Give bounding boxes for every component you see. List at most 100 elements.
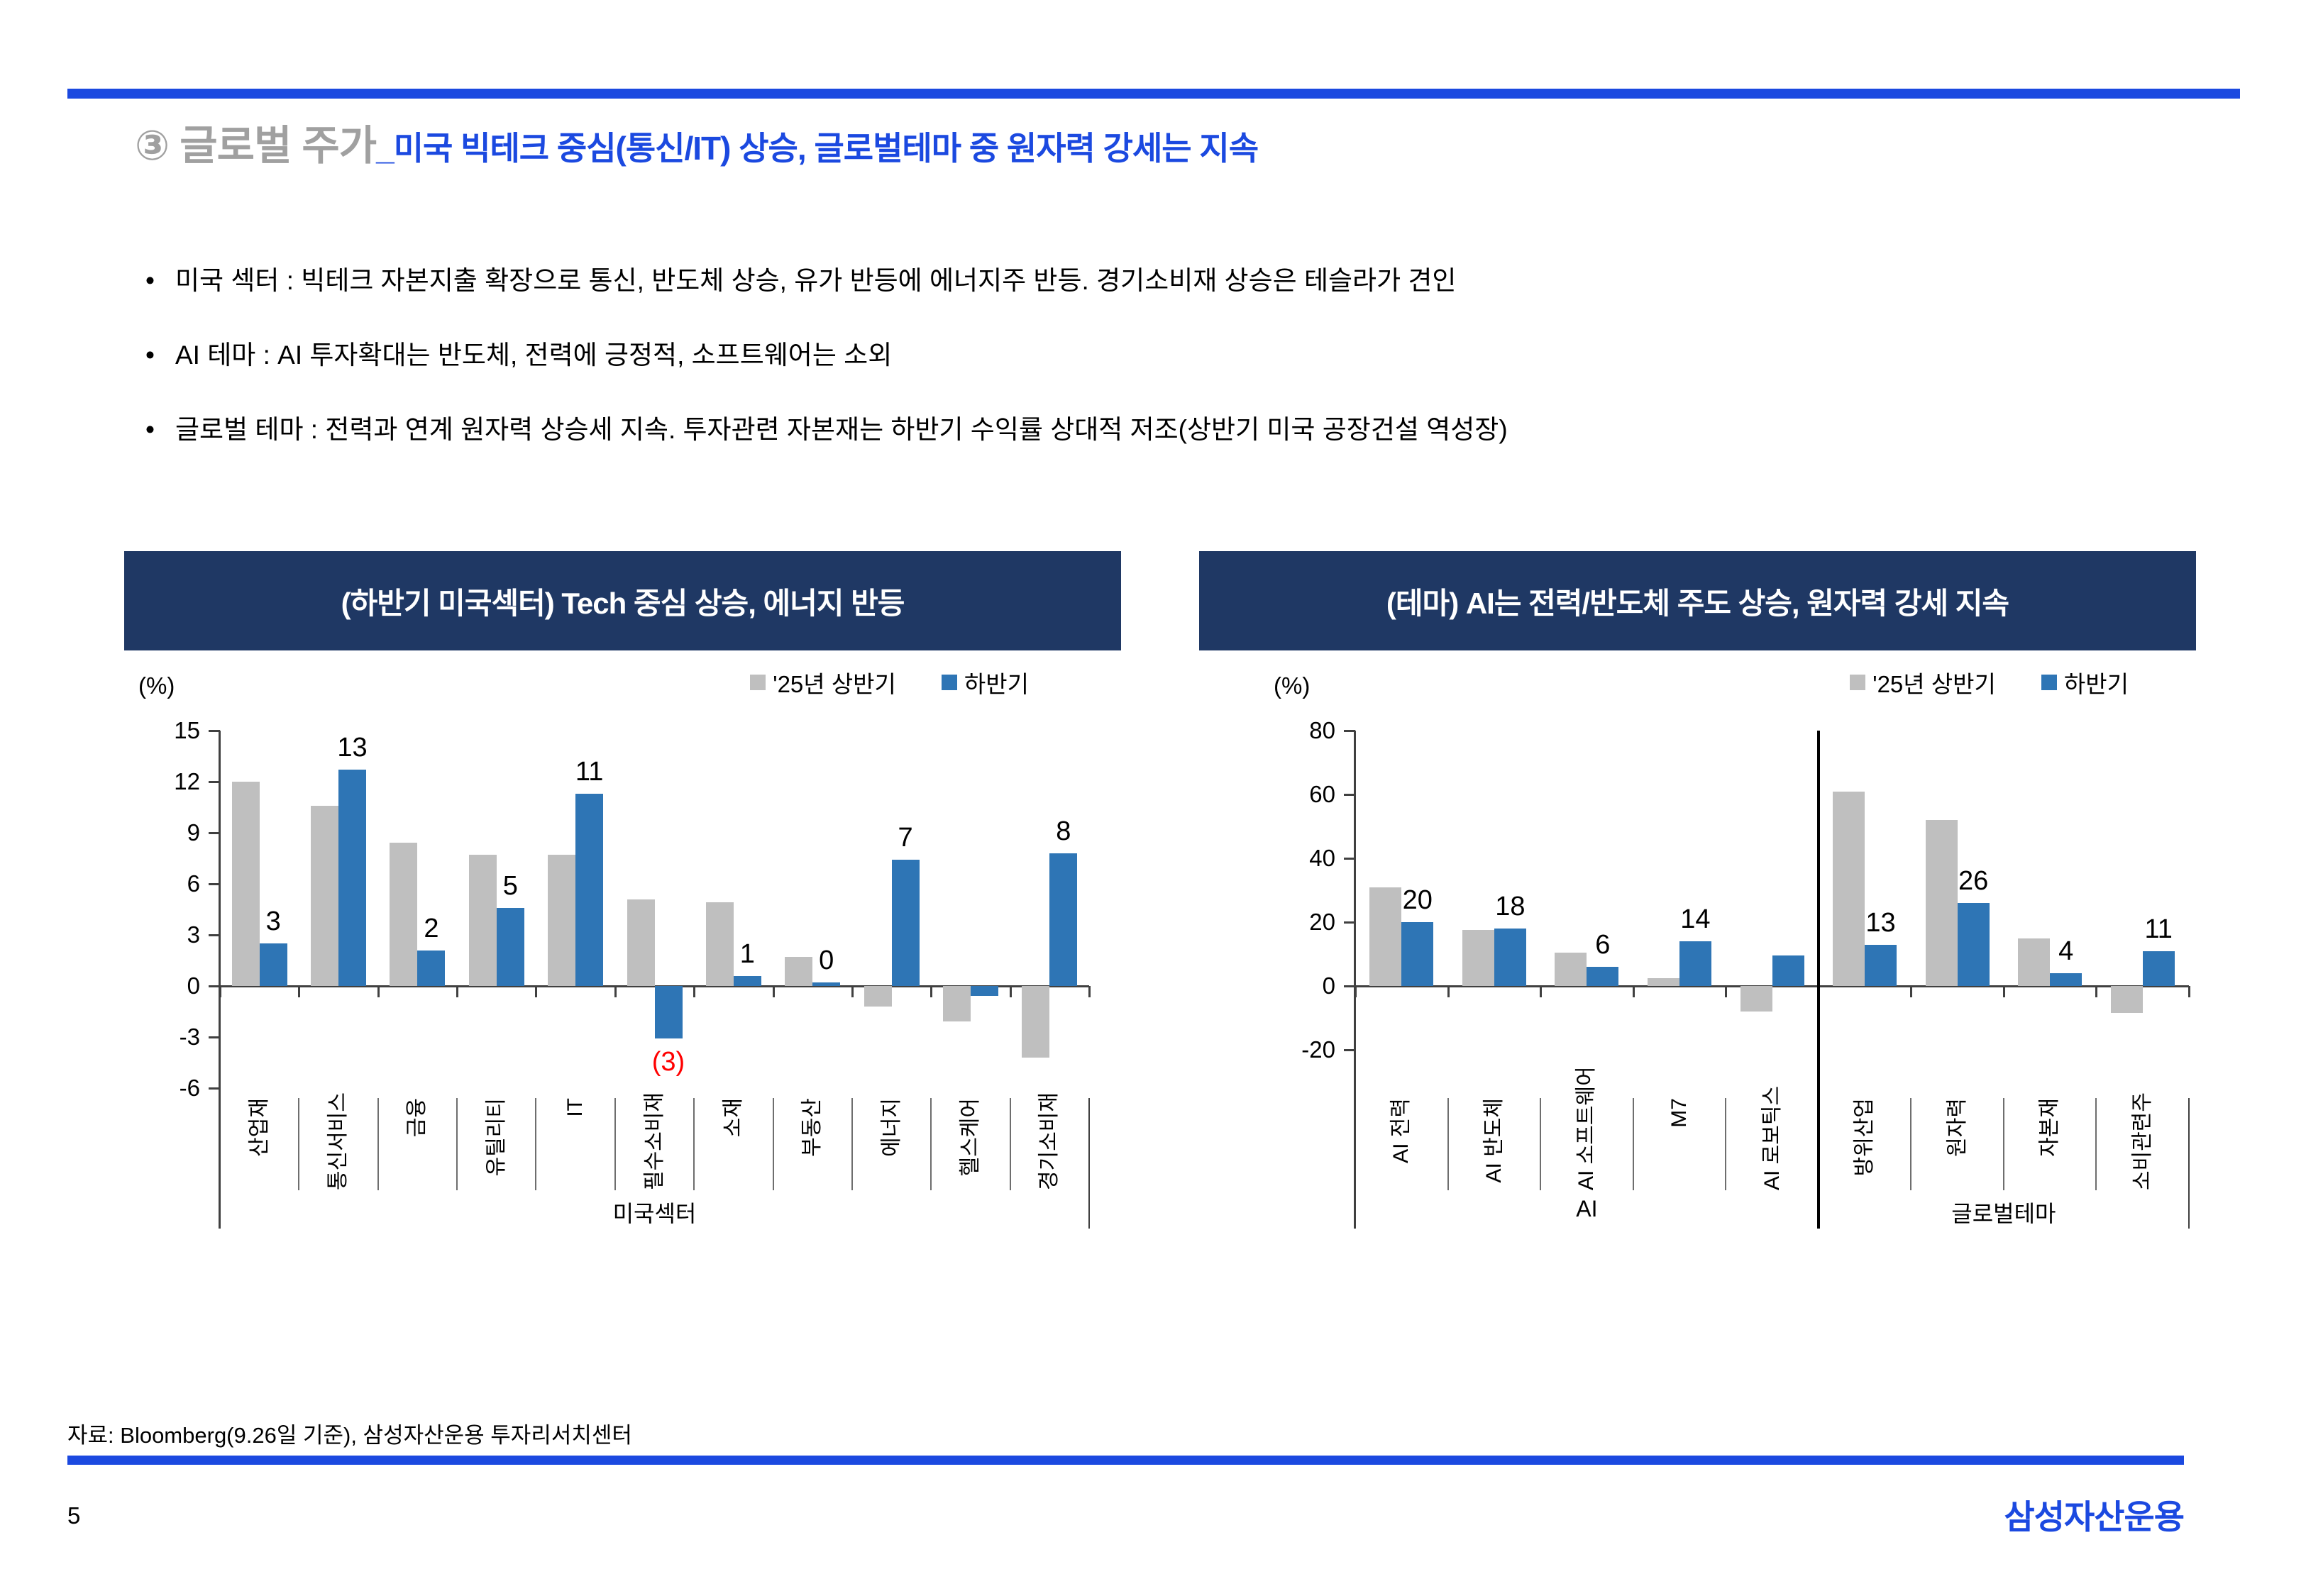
category-separator bbox=[1725, 1098, 1727, 1190]
category-label: IT bbox=[563, 1098, 587, 1117]
x-axis-line bbox=[1355, 985, 2189, 987]
y-axis-tick-label: 6 bbox=[187, 870, 200, 897]
y-axis-tick bbox=[1344, 985, 1355, 987]
bar-second-half bbox=[1587, 967, 1619, 986]
bar-first-half bbox=[785, 957, 813, 986]
category-separator bbox=[456, 1098, 458, 1190]
axis-table-edge bbox=[1088, 1098, 1090, 1229]
bar-data-label: 18 bbox=[1495, 892, 1526, 921]
bar-second-half bbox=[417, 950, 446, 986]
category-separator bbox=[1632, 1098, 1634, 1190]
bar-first-half bbox=[1022, 986, 1050, 1058]
group-divider-line bbox=[1816, 731, 1820, 1229]
bar-first-half bbox=[1833, 791, 1865, 986]
axis-table-edge bbox=[2188, 1098, 2190, 1229]
bar-data-label: 7 bbox=[898, 823, 913, 853]
bar-data-label: 0 bbox=[819, 946, 834, 976]
category-separator bbox=[1910, 1098, 1912, 1190]
bottom-rule bbox=[67, 1456, 2184, 1465]
legend-item: 하반기 bbox=[941, 665, 1029, 699]
y-axis-tick bbox=[1344, 858, 1355, 860]
y-axis-tick-label: 20 bbox=[1309, 909, 1335, 935]
legend-item: 하반기 bbox=[2041, 665, 2129, 699]
category-separator bbox=[2095, 1098, 2097, 1190]
bar-second-half bbox=[1772, 955, 1804, 986]
bar-first-half bbox=[864, 986, 892, 1007]
bar-first-half bbox=[390, 843, 418, 986]
category-label: 필수소비재 bbox=[642, 1092, 666, 1190]
legend-label: 하반기 bbox=[964, 671, 1029, 697]
category-label: 방위산업 bbox=[1853, 1098, 1877, 1177]
chart-header-us-sector: (하반기 미국섹터) Tech 중심 상승, 에너지 반등 bbox=[124, 551, 1121, 650]
y-axis-tick bbox=[1344, 730, 1355, 732]
bar-data-label: 11 bbox=[575, 756, 604, 787]
y-axis-tick bbox=[1344, 794, 1355, 796]
axis-group-label: 미국섹터 bbox=[612, 1201, 697, 1226]
page-title-main: _미국 빅테크 중심(통신/IT) 상승, 글로벌테마 중 원자력 강세는 지속 bbox=[376, 130, 1259, 167]
bar-data-label: 2 bbox=[424, 913, 439, 943]
bar-second-half bbox=[575, 793, 604, 986]
x-axis-boundary-tick bbox=[298, 986, 301, 997]
bar-second-half bbox=[654, 986, 683, 1039]
bar-second-half bbox=[2142, 951, 2175, 986]
y-axis-tick-label: 80 bbox=[1309, 717, 1335, 743]
axis-group-label: AI bbox=[1576, 1196, 1598, 1221]
x-axis-boundary-tick bbox=[614, 986, 617, 997]
legend-label: 하반기 bbox=[2063, 671, 2129, 697]
category-label: 소비관련주 bbox=[2130, 1092, 2154, 1190]
y-axis-tick-label: 3 bbox=[187, 921, 200, 948]
y-axis-line bbox=[219, 731, 221, 1229]
bar-first-half bbox=[942, 986, 971, 1022]
bar-second-half bbox=[733, 975, 761, 986]
y-axis-tick-label: 15 bbox=[174, 717, 200, 743]
bar-second-half bbox=[891, 860, 920, 986]
legend-swatch-icon bbox=[2041, 675, 2057, 690]
category-separator bbox=[535, 1098, 537, 1190]
y-axis-tick bbox=[209, 985, 220, 987]
bar-data-label: (3) bbox=[651, 1047, 685, 1077]
category-label: M7 bbox=[1667, 1098, 1691, 1128]
chart-header-theme-title: (테마) AI는 전력/반도체 주도 상승, 원자력 강세 지속 bbox=[1386, 586, 2009, 620]
x-axis-boundary-tick bbox=[377, 986, 380, 997]
x-axis-boundary-tick bbox=[693, 986, 696, 997]
y-axis-tick bbox=[209, 1087, 220, 1090]
bar-first-half bbox=[311, 805, 339, 986]
bar-first-half bbox=[705, 902, 734, 986]
bar-second-half bbox=[338, 770, 367, 986]
category-label: 헬스케어 bbox=[958, 1098, 982, 1177]
bar-data-label: 5 bbox=[502, 870, 518, 901]
bar-first-half bbox=[1647, 977, 1679, 986]
category-label: 부동산 bbox=[800, 1098, 824, 1157]
bar-first-half bbox=[1925, 820, 1958, 986]
bar-first-half bbox=[1462, 930, 1494, 986]
y-axis-tick bbox=[209, 1036, 220, 1038]
y-axis-tick bbox=[209, 832, 220, 834]
bullet-item: 미국 섹터 : 빅테크 자본지출 확장으로 통신, 반도체 상승, 유가 반등에… bbox=[145, 261, 2246, 336]
bar-data-label: 13 bbox=[1865, 907, 1896, 938]
legend-swatch-icon bbox=[941, 675, 957, 690]
y-axis-unit-label: (%) bbox=[138, 672, 175, 699]
bullet-item: AI 테마 : AI 투자확대는 반도체, 전력에 긍정적, 소프트웨어는 소외 bbox=[145, 336, 2246, 410]
bar-first-half bbox=[2018, 938, 2051, 986]
category-label: AI 반도체 bbox=[1482, 1098, 1506, 1183]
bar-second-half bbox=[1957, 903, 1990, 986]
category-label: AI 로보틱스 bbox=[1760, 1085, 1784, 1190]
bar-first-half bbox=[2110, 986, 2143, 1014]
x-axis-boundary-tick bbox=[219, 986, 221, 997]
category-separator bbox=[930, 1098, 932, 1190]
x-axis-boundary-tick bbox=[1009, 986, 1012, 997]
page-title: ③ 글로벌 주가 _미국 빅테크 중심(통신/IT) 상승, 글로벌테마 중 원자… bbox=[135, 112, 2192, 197]
y-axis-tick-label: 0 bbox=[187, 972, 200, 999]
bar-first-half bbox=[231, 782, 260, 986]
bar-second-half bbox=[1401, 922, 1434, 986]
x-axis-boundary-tick bbox=[2188, 986, 2190, 997]
bar-second-half bbox=[496, 907, 524, 986]
category-separator bbox=[1540, 1098, 1542, 1190]
bar-second-half bbox=[812, 982, 841, 986]
x-axis-boundary-tick bbox=[1355, 986, 1357, 997]
bar-data-label: 1 bbox=[739, 938, 755, 969]
bar-data-label: 11 bbox=[2144, 914, 2173, 944]
category-separator bbox=[1447, 1098, 1449, 1190]
